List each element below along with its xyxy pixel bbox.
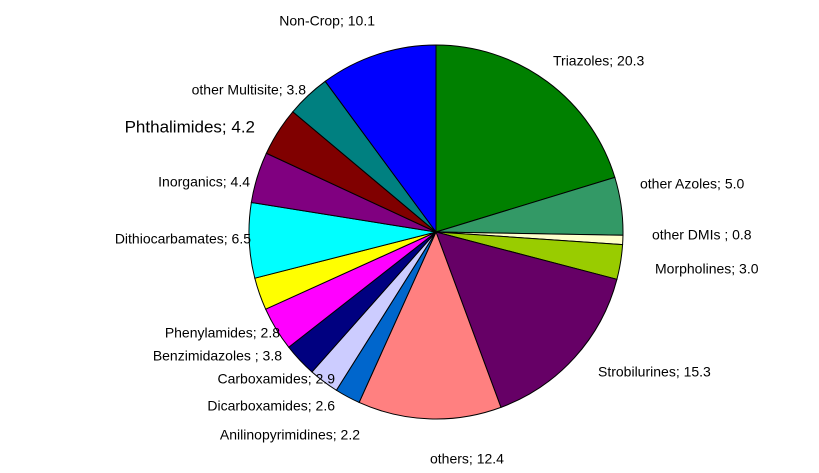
slice-label: Phenylamides; 2.8 [165,325,280,341]
pie-slice [435,231,618,409]
slice-label: other Multisite; 3.8 [192,82,307,98]
slice-label: Anilinopyrimidines; 2.2 [220,427,360,443]
pie-slice [435,44,616,233]
slice-label: other DMIs ; 0.8 [652,227,752,243]
pie-slice [324,44,437,234]
slice-label: others; 12.4 [430,451,504,467]
slice-label: Dicarboxamides; 2.6 [207,398,335,414]
slice-label: Morpholines; 3.0 [655,261,759,277]
slice-label: other Azoles; 5.0 [640,176,745,192]
slice-label: Dithiocarbamates; 6.5 [115,231,251,247]
pie-slice [358,230,502,420]
slice-label: Carboxamides; 2.9 [217,371,335,387]
slice-label: Phthalimides; 4.2 [125,117,255,136]
slice-label: Non-Crop; 10.1 [279,13,375,29]
slice-label: Benzimidazoles ; 3.8 [153,348,282,364]
slice-label: Strobilurines; 15.3 [598,364,711,380]
slice-label: Triazoles; 20.3 [553,53,645,69]
slice-label: Inorganics; 4.4 [158,174,250,190]
